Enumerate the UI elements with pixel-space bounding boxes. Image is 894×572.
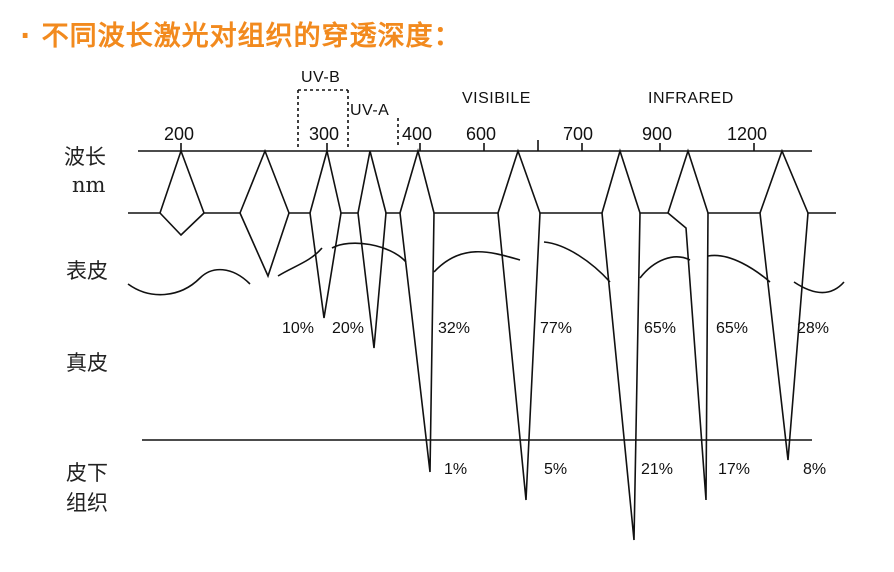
- penetration-uva: [357, 150, 400, 214]
- percent-subcutis: 21%: [641, 461, 673, 478]
- subcutis-label-line1: 皮下: [66, 461, 108, 485]
- penetration-700nm: [601, 212, 641, 541]
- epidermis-boundary: [433, 250, 521, 273]
- tick-label: 400: [402, 124, 432, 144]
- percent-dermis: 20%: [332, 320, 364, 337]
- penetration-250nm: [239, 212, 290, 279]
- penetration-uva: [357, 212, 387, 349]
- percent-dermis: 32%: [438, 320, 470, 337]
- band-label-visible: VISIBILE: [462, 90, 531, 107]
- epidermis-boundary: [707, 254, 771, 283]
- tick-label: 1200: [727, 124, 767, 144]
- band-label-uva: UV-A: [350, 102, 389, 119]
- penetration-700nm: [601, 148, 668, 214]
- epidermis-label: 表皮: [66, 259, 108, 283]
- band-label-infrared: INFRARED: [648, 90, 734, 107]
- tick-label: 200: [164, 124, 194, 144]
- dermis-label: 真皮: [66, 351, 108, 375]
- percent-dermis: 65%: [644, 320, 676, 337]
- wavelength-label: 波长: [64, 145, 106, 169]
- epidermis-boundary: [331, 242, 407, 263]
- tick-label: 600: [466, 124, 496, 144]
- unit-label: nm: [72, 173, 106, 197]
- penetration-400nm: [399, 212, 435, 473]
- page-title: · 不同波长激光对组织的穿透深度：: [20, 21, 462, 52]
- percent-subcutis: 1%: [444, 461, 467, 478]
- penetration-900nm: [667, 212, 709, 501]
- epidermis-boundary: [277, 247, 323, 277]
- epidermis-boundary: [543, 241, 611, 283]
- percent-dermis: 10%: [282, 320, 314, 337]
- epidermis-boundary: [127, 268, 251, 296]
- tick-label: 700: [563, 124, 593, 144]
- penetration-600nm: [497, 148, 602, 214]
- tick-label: 300: [309, 124, 339, 144]
- penetration-200nm: [128, 148, 240, 214]
- tick-label: 900: [642, 124, 672, 144]
- percent-subcutis: 17%: [718, 461, 750, 478]
- subcutis-label-line2: 组织: [66, 491, 108, 515]
- percent-dermis: 77%: [540, 320, 572, 337]
- epidermis-boundary: [793, 281, 845, 294]
- penetration-900nm: [667, 148, 760, 214]
- penetration-600nm: [497, 212, 541, 501]
- percent-subcutis: 8%: [803, 461, 826, 478]
- band-label-uvb: UV-B: [301, 69, 340, 86]
- epidermis-boundary: [639, 256, 691, 279]
- penetration-1200nm: [759, 148, 836, 214]
- percent-dermis: 28%: [797, 320, 829, 337]
- percent-dermis: 65%: [716, 320, 748, 337]
- penetration-300nm: [309, 212, 342, 319]
- penetration-250nm: [239, 148, 310, 214]
- penetration-300nm: [309, 150, 358, 214]
- penetration-1200nm: [759, 212, 809, 461]
- percent-subcutis: 5%: [544, 461, 567, 478]
- penetration-400nm: [399, 147, 498, 214]
- penetration-200nm: [159, 212, 205, 237]
